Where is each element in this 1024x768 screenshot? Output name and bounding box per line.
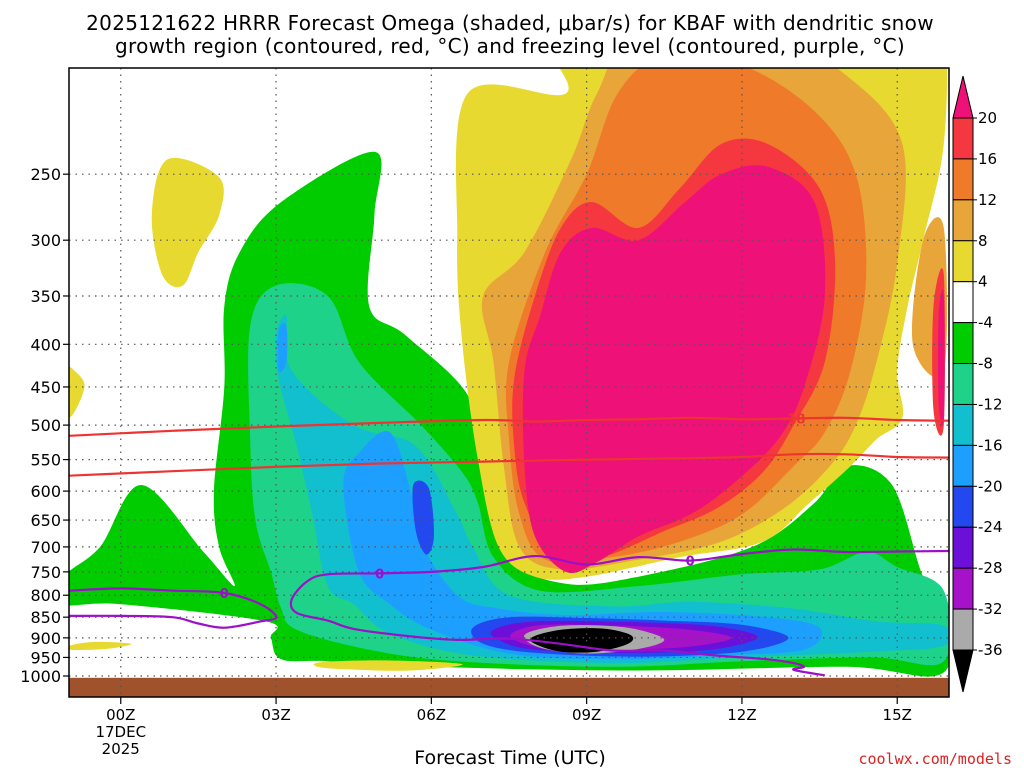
colorbar-label-11: -28 xyxy=(978,559,1003,577)
x-tick-date: 17DEC xyxy=(95,723,146,741)
colorbar-band-4 xyxy=(952,240,974,283)
chart-title-line2: growth region (contoured, red, °C) and f… xyxy=(115,34,905,58)
omega-region-12 xyxy=(151,157,224,288)
omega-region-15 xyxy=(313,660,463,671)
colorbar-band-7 xyxy=(952,363,974,405)
omega-region-4 xyxy=(277,322,288,373)
colorbar-band-9 xyxy=(952,444,974,487)
freezing-contour-label-0-1: 0 xyxy=(686,555,695,570)
omega-region-3 xyxy=(343,430,823,660)
colorbar: 20 16 12 8 4 -4 -8 -12 -16 -20 -24 -28 -32 -36 xyxy=(952,75,1003,693)
omega-region-13 xyxy=(69,366,85,418)
colorbar-label-13: -36 xyxy=(978,641,1003,659)
y-tick-label-600: 600 xyxy=(30,482,61,501)
plot-frame xyxy=(68,67,950,698)
y-tick-label-400: 400 xyxy=(30,335,61,354)
colorbar-label-3: 8 xyxy=(978,232,988,250)
y-tick-label-800: 800 xyxy=(30,586,61,605)
ground-fill xyxy=(69,677,949,697)
freezing-contour-1 xyxy=(69,587,278,629)
colorbar-top-arrow xyxy=(952,75,974,119)
x-axis-label: Forecast Time (UTC) xyxy=(414,747,605,768)
colorbar-label-12: -32 xyxy=(978,600,1003,618)
colorbar-band-10 xyxy=(952,485,974,528)
colorbar-label-10: -24 xyxy=(978,518,1003,536)
colorbar-label-4: 4 xyxy=(978,273,988,291)
dgz-contour-0 xyxy=(69,416,949,437)
y-tick-label-350: 350 xyxy=(30,287,61,306)
colorbar-band-1 xyxy=(952,117,974,160)
credit-text[interactable]: coolwx.com/models xyxy=(858,750,1012,768)
colorbar-band-13 xyxy=(952,608,974,651)
ground-layer xyxy=(69,677,949,697)
y-tick-label-1000: 1000 xyxy=(20,667,61,686)
chart-title-line1: 2025121622 HRRR Forecast Omega (shaded, … xyxy=(86,11,934,35)
y-tick-label-900: 900 xyxy=(30,629,61,648)
y-tick-label-450: 450 xyxy=(30,378,61,397)
colorbar-band-3 xyxy=(952,199,974,242)
contour-lines: -18 0 0 0 xyxy=(69,413,949,677)
freezing-contour-label-1-0: 0 xyxy=(220,587,229,602)
colorbar-label-6: -8 xyxy=(978,355,993,373)
omega-region-21 xyxy=(522,165,826,574)
y-axis-ticks: 250 300 350 400 450 500 550 600 650 700 750 800 850 9… xyxy=(20,165,69,686)
dgz-contour-label-0-0: -18 xyxy=(782,413,806,428)
freezing-contour-label-0-0: 0 xyxy=(375,567,384,582)
colorbar-band-5 xyxy=(952,281,974,324)
y-tick-label-250: 250 xyxy=(30,165,61,184)
x-tick-label-00Z: 00Z xyxy=(106,706,135,724)
colorbar-band-12 xyxy=(952,567,974,610)
grid-lines xyxy=(69,68,949,697)
colorbar-label-1: 16 xyxy=(978,150,997,168)
colorbar-bottom-arrow xyxy=(952,649,974,693)
omega-region-14 xyxy=(69,641,132,650)
x-tick-label-12Z: 12Z xyxy=(727,706,756,724)
colorbar-label-9: -20 xyxy=(978,477,1003,495)
colorbar-label-8: -16 xyxy=(978,436,1003,454)
y-tick-label-950: 950 xyxy=(30,648,61,667)
y-tick-label-300: 300 xyxy=(30,231,61,250)
colorbar-label-7: -12 xyxy=(978,395,1003,413)
x-tick-label-15Z: 15Z xyxy=(883,706,912,724)
dgz-contour-1 xyxy=(69,452,949,477)
omega-region-10 xyxy=(529,628,634,653)
omega-region-22 xyxy=(938,289,945,426)
y-tick-label-700: 700 xyxy=(30,538,61,557)
x-tick-label-03Z: 03Z xyxy=(261,706,290,724)
colorbar-band-8 xyxy=(952,403,974,446)
colorbar-band-6 xyxy=(952,322,974,365)
y-tick-label-650: 650 xyxy=(30,511,61,530)
plot-area: -18 0 0 0 xyxy=(68,67,950,698)
colorbar-label-2: 12 xyxy=(978,191,997,209)
omega-region-5 xyxy=(412,480,434,555)
x-tick-label-09Z: 09Z xyxy=(572,706,601,724)
y-tick-label-850: 850 xyxy=(30,608,61,627)
y-tick-label-750: 750 xyxy=(30,563,61,582)
omega-shading xyxy=(69,68,949,677)
colorbar-band-2 xyxy=(952,158,974,201)
omega-region-2 xyxy=(275,314,949,664)
colorbar-label-5: -4 xyxy=(978,314,993,332)
freezing-contour-0 xyxy=(289,548,949,677)
x-tick-label-06Z: 06Z xyxy=(417,706,446,724)
colorbar-band-11 xyxy=(952,526,974,569)
x-tick-year: 2025 xyxy=(102,740,140,758)
colorbar-label-0: 20 xyxy=(978,109,997,127)
y-tick-label-500: 500 xyxy=(30,416,61,435)
y-tick-label-550: 550 xyxy=(30,451,61,470)
